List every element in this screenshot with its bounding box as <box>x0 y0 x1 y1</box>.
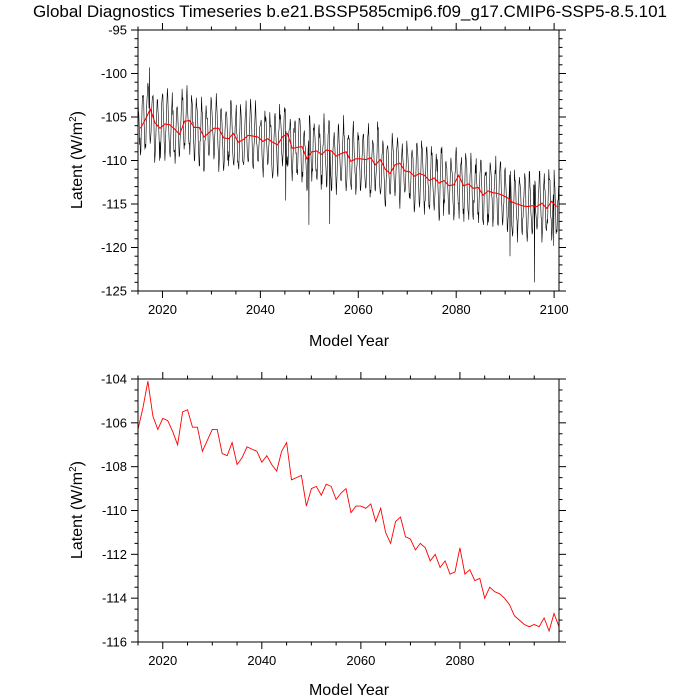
bottom-y-tick-label: -104 <box>101 372 127 387</box>
bottom-x-tick-label: 2080 <box>445 653 474 668</box>
chart-title: Global Diagnostics Timeseries b.e21.BSSP… <box>33 2 667 21</box>
top-tick-group: 2020 2040 2060 2080 2100 -125 -120 -115 -110 -105… <box>101 23 569 318</box>
bottom-y-tick-label: -110 <box>102 503 127 518</box>
top-annual-mean-line <box>139 107 557 210</box>
bottom-series-group <box>137 381 560 633</box>
top-y-tick-label: -95 <box>108 23 127 38</box>
bottom-y-tick-label: -112 <box>102 547 127 562</box>
bottom-y-tick-label: -116 <box>102 635 127 650</box>
bottom-plot-frame <box>137 378 560 643</box>
bottom-annual-mean-line <box>137 381 560 633</box>
bottom-x-axis-label: Model Year <box>309 682 390 699</box>
top-x-tick-label: 2060 <box>344 302 373 317</box>
top-y-tick-label: -120 <box>101 240 127 255</box>
top-x-tick-label: 2020 <box>148 302 177 317</box>
bottom-chart-panel: 2020 2040 2060 2080 -116 -114 -112 -110 -108 -106… <box>68 372 566 699</box>
bottom-y-tick-label: -108 <box>101 459 127 474</box>
bottom-x-tick-label: 2040 <box>247 653 276 668</box>
top-y-tick-label: -125 <box>101 284 127 299</box>
top-chart-panel: 2020 2040 2060 2080 2100 -125 -120 -115 -110 -105… <box>68 23 569 351</box>
bottom-tick-group: 2020 2040 2060 2080 -116 -114 -112 -110 -108 -106… <box>101 372 566 668</box>
top-x-axis-label: Model Year <box>309 333 390 350</box>
top-y-tick-label: -115 <box>102 197 127 212</box>
bottom-y-axis-label: Latent (W/m2) <box>68 461 86 559</box>
top-monthly-line <box>137 67 559 283</box>
top-y-axis-label: Latent (W/m2) <box>68 111 86 209</box>
top-x-tick-label: 2100 <box>540 302 569 317</box>
bottom-y-tick-label: -106 <box>101 415 127 430</box>
top-y-tick-label: -110 <box>102 153 127 168</box>
top-series-group <box>137 67 559 283</box>
top-y-tick-label: -105 <box>101 110 127 125</box>
bottom-x-tick-label: 2060 <box>346 653 375 668</box>
bottom-x-tick-label: 2020 <box>148 653 177 668</box>
bottom-y-tick-label: -114 <box>102 591 127 606</box>
top-x-tick-label: 2040 <box>246 302 275 317</box>
top-y-tick-label: -100 <box>101 66 127 81</box>
top-x-tick-label: 2080 <box>442 302 471 317</box>
